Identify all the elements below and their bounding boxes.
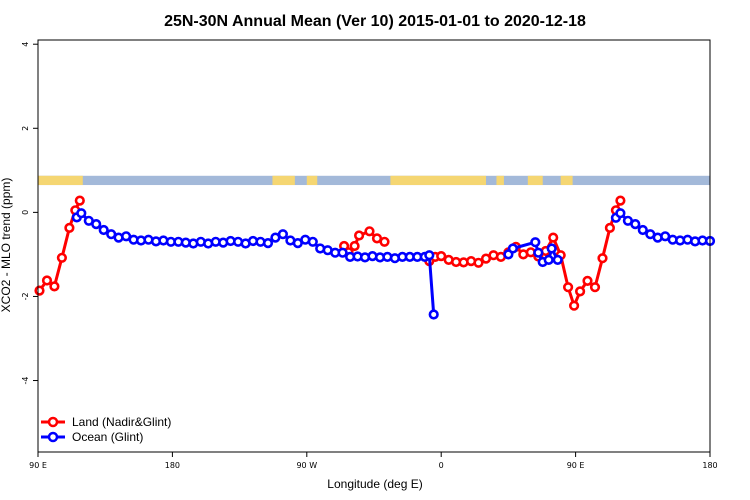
series-land-point-2-23 [589,282,601,293]
series-ocean-point-2-4 [637,224,648,236]
series-land-point-2-19 [562,282,574,293]
series-ocean-point-0-4 [98,224,109,236]
x-axis-label: Longitude (deg E) [327,477,422,491]
chart-title: 25N-30N Annual Mean (Ver 10) 2015-01-01 … [164,13,586,30]
legend-marker-ocean [47,431,59,443]
y-tick-label-0: -4 [21,377,30,385]
x-tick-label-5: 180 [702,461,717,470]
land-segment-6 [560,175,573,186]
land-segment-0 [38,175,83,186]
land-segment-3 [390,175,486,186]
legend: Land (Nadir&Glint) Ocean (Glint) [41,415,171,444]
x-tick-label-0: 90 E [29,461,47,470]
legend-label-land: Land (Nadir&Glint) [72,415,171,429]
series-ocean-point-1-6 [546,243,557,254]
land-segment-1 [272,175,295,186]
series-ocean-point-0-3 [91,219,102,230]
y-tick-label-2: 0 [21,210,30,215]
series-land-point-0-2 [49,281,60,292]
ocean-band [38,175,710,186]
y-tick-label-3: 2 [21,126,30,131]
x-tick-label-2: 90 W [296,461,317,470]
x-tick-label-1: 180 [165,461,180,470]
series-ocean-point-2-3 [630,219,641,230]
series-land-point-2-21 [574,286,586,297]
series-ocean-point-0-36 [337,247,348,258]
plot-frame [37,39,711,453]
land-segment-4 [496,175,504,186]
legend-item-land: Land (Nadir&Glint) [41,415,171,429]
series-land-point-2-7 [473,257,484,268]
y-axis-ticks: -4 -2 0 2 4 [21,42,38,385]
series-ocean-point-0-26 [262,238,274,249]
series-ocean-point-0-49 [428,309,439,320]
series-land-point-0-1 [41,275,53,286]
series-ocean-point-1-3 [533,247,544,258]
series-land-point-1-2 [349,240,360,252]
land-sea-strip [38,175,710,186]
series-land-point-0-3 [56,252,68,263]
series-ocean-point-1-7 [552,254,563,266]
series-land-point-0-0 [34,285,45,296]
series-land-point-2-22 [582,275,593,287]
series-land-point-2-20 [568,300,580,311]
series-ocean-point-1-5 [543,254,554,266]
legend-item-ocean: Ocean (Glint) [41,430,143,444]
series-land [34,195,626,311]
series-land-point-0-6 [74,195,85,206]
series-ocean-point-2-1 [615,208,626,219]
land-segment-2 [306,175,318,186]
legend-label-ocean: Ocean (Glint) [72,430,143,444]
land-segment-5 [527,175,543,186]
x-tick-label-3: 0 [439,461,444,470]
legend-marker-land [47,416,59,428]
series-ocean-point-0-28 [277,229,289,240]
x-tick-label-4: 90 E [567,461,585,470]
y-axis-label: XCO2 - MLO trend (ppm) [0,178,13,313]
series-land-point-1-4 [364,226,375,237]
series-ocean-point-1-2 [530,237,541,248]
series-ocean-point-0-1 [76,208,87,219]
series-land-point-2-24 [597,253,608,264]
series-land-point-1-6 [379,236,390,247]
series-layer [34,195,716,320]
series-land-point-2-17 [548,232,559,243]
series-ocean [71,208,716,320]
series-ocean-line-0 [75,211,436,315]
series-land-point-2-27 [615,195,626,206]
series-land-point-0-4 [64,222,75,233]
series-ocean-point-0-32 [307,236,318,247]
series-ocean-point-0-48 [424,250,435,261]
y-tick-label-4: 4 [21,42,30,47]
y-tick-label-1: -2 [21,292,30,300]
series-land-point-2-25 [604,222,616,233]
series-land-point-2-2 [436,251,447,262]
x-axis-ticks: 90 E 180 90 W 0 90 E 180 [29,452,718,470]
series-land-point-1-3 [354,230,365,241]
series-ocean-point-1-1 [507,243,519,254]
